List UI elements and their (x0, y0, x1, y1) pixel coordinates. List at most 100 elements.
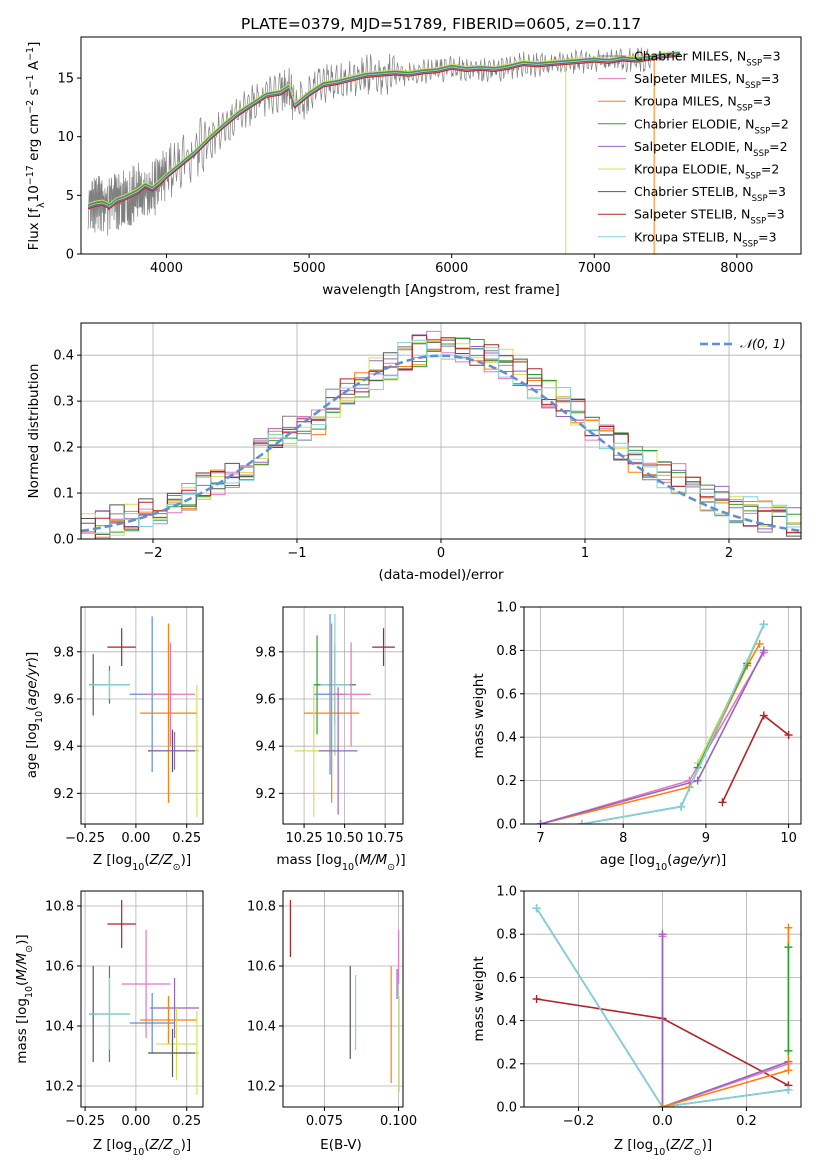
legend-label-tail: =3 (758, 229, 776, 244)
label-part: Z/Z (149, 852, 174, 868)
model-spectrum-line (87, 51, 680, 206)
y-tick-label: 10.6 (45, 960, 74, 975)
x-tick-label: 9 (702, 831, 710, 846)
x-tick-label: 0.00 (121, 1114, 150, 1129)
axes-frame (80, 890, 204, 1108)
label-part: M/M (14, 952, 30, 980)
y-tick-label: 0.3 (53, 395, 74, 410)
plot-area (87, 47, 680, 254)
x-tick-label: 7000 (578, 261, 611, 276)
y-axis-label: mass weight (471, 673, 487, 758)
y-tick-label: 1.0 (496, 601, 517, 616)
label-part: )] (181, 852, 192, 868)
weight-line (540, 652, 765, 824)
panel-age-vs-mass: 10.25 10.50 10.75 9.2 9.4 9.6 9.8 mass [log10(M… (255, 606, 406, 873)
label-part: Z [log (93, 852, 132, 868)
label-part: 10 (132, 1147, 144, 1158)
x-tick-label: 0 (437, 546, 445, 561)
y-tick-label: 10.2 (247, 1080, 276, 1095)
label-part: ( (667, 852, 672, 868)
legend-label-sub: SSP (753, 149, 769, 159)
label-part: Flux [f (26, 207, 42, 251)
y-axis-label: mass weight (471, 956, 487, 1041)
label-part: 10 (26, 185, 42, 202)
y-tick-label: 9.6 (53, 692, 74, 707)
label-part: ( (24, 706, 40, 711)
legend-label-sub: SSP (752, 194, 768, 204)
legend-label: Salpeter STELIB, NSSP=3 (634, 207, 785, 227)
x-tick-label: 10.25 (285, 831, 322, 846)
weight-line (662, 927, 790, 1107)
model-spectrum-line (87, 55, 680, 209)
y-tick-label: 0.0 (496, 1101, 517, 1116)
legend-label-tail: =3 (768, 184, 786, 199)
label-part: 10 (655, 862, 667, 873)
legend-label-main: Salpeter ELODIE, N (634, 139, 753, 154)
label-part: age [log (24, 723, 40, 778)
label-part: ⊙ (24, 945, 35, 953)
axes-frame (282, 606, 404, 825)
label-part: ( (144, 1137, 149, 1153)
y-tick-label: 0.8 (496, 928, 517, 943)
y-tick-label: 9.2 (255, 787, 276, 802)
legend-label-main: Kroupa STELIB, N (634, 229, 742, 244)
model-spectrum-line (87, 54, 680, 209)
plot-area (89, 616, 199, 817)
label-part: ⊙ (387, 862, 395, 873)
label-part: −1 (25, 47, 36, 61)
panel-weight-vs-z: −0.2 0.0 0.2 0.0 0.2 0.4 0.6 0.8 1.0 Z [log10(Z/Z… (471, 885, 802, 1158)
label-part: Z/Z (149, 1137, 174, 1153)
weight-line (581, 624, 765, 824)
label-part: 10 (24, 986, 35, 998)
label-part: ( (144, 852, 149, 868)
label-part: )] (181, 1137, 192, 1153)
x-axis-label: age [log10(age/yr)] (600, 852, 726, 873)
model-spectrum-line (87, 50, 680, 205)
x-axis-label: (data-model)/error (378, 567, 504, 583)
normal-curve (81, 354, 801, 533)
x-tick-label: 0.100 (380, 1114, 417, 1129)
model-spectrum-line (87, 53, 680, 208)
y-tick-label: 9.6 (255, 692, 276, 707)
legend-label: Kroupa MILES, NSSP=3 (634, 94, 771, 114)
legend-label-main: Kroupa ELODIE, N (634, 162, 745, 177)
plot-area (289, 900, 400, 1092)
x-tick-label: 10 (780, 831, 797, 846)
x-tick-label: 0.00 (121, 831, 150, 846)
y-tick-label: 9.8 (53, 645, 74, 660)
x-tick-label: 0.0 (652, 1114, 673, 1129)
legend-label-tail: =3 (766, 207, 784, 222)
panel-residuals: −2 −1 0 1 2 0.0 0.1 0.2 0.3 0.4 𝒩(0, 1) (data-model… (26, 322, 802, 583)
x-tick-label: 1 (581, 546, 589, 561)
label-part: s (26, 88, 42, 99)
legend-label-sub: SSP (754, 126, 770, 136)
weight-line (661, 934, 789, 1107)
label-part: erg cm (26, 114, 42, 165)
y-tick-label: 9.2 (53, 787, 74, 802)
label-part: M/M (359, 852, 387, 868)
model-spectrum-line (87, 52, 680, 207)
label-part: )] (716, 852, 727, 868)
legend-label: Chabrier ELODIE, NSSP=2 (634, 116, 789, 136)
legend-label-tail: =3 (753, 94, 771, 109)
legend-label: Chabrier MILES, NSSP=3 (634, 49, 781, 69)
x-axis-label: Z [log10(Z/Z⊙)] (614, 1137, 712, 1158)
label-part: 10 (34, 711, 45, 723)
legend-label-tail: =2 (761, 162, 779, 177)
label-part: age [log (600, 852, 655, 868)
label-part: ⊙ (173, 1147, 181, 1158)
x-axis-label: Z [log10(Z/Z⊙)] (93, 852, 191, 873)
model-spectrum-line (87, 55, 680, 210)
axes-frame (80, 606, 204, 825)
label-part: λ (36, 202, 47, 208)
label-part: age/yr (24, 661, 40, 706)
plot-area (532, 904, 793, 1107)
y-axis-label: Normed distribution (26, 364, 42, 499)
plot-area (81, 330, 801, 539)
legend-normal-label: 𝒩(0, 1) (740, 336, 786, 351)
y-tick-label: 10.4 (45, 1020, 74, 1035)
